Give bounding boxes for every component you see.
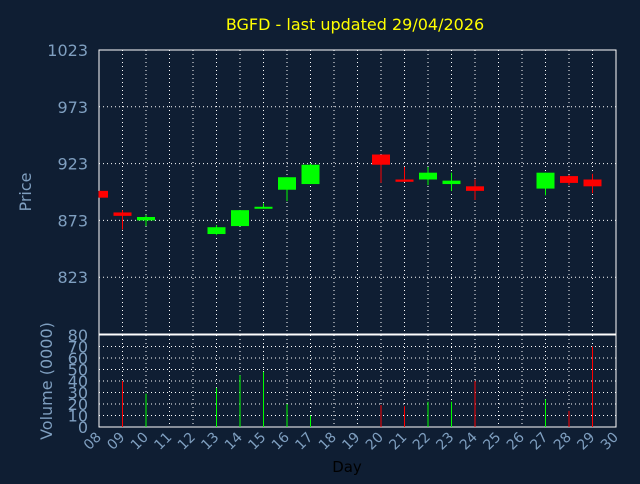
x-tick-label: 18 [316,430,340,454]
volume-tick-label: 10 [68,407,88,426]
x-tick-label: 29 [574,430,598,454]
x-tick-label: 21 [386,430,410,454]
price-panel: 1023 973 923 873 823 [47,41,617,335]
x-tick-label: 23 [433,430,457,454]
x-tick-label: 19 [339,430,363,454]
candle-body [113,212,132,216]
x-tick-label: 22 [410,430,434,454]
x-tick-label: 17 [292,430,316,454]
x-tick-label: 28 [551,430,575,454]
price-tick-label: 923 [57,155,88,174]
x-tick-label: 25 [480,430,504,454]
volume-tick-label: 80 [68,326,88,345]
price-tick-label: 873 [57,211,88,230]
volume-tick-label: 40 [68,372,88,391]
x-tick-label: 16 [269,429,293,453]
price-tick-label: 1023 [47,41,88,60]
x-tick-label: 12 [175,430,199,454]
x-tick-label: 20 [363,430,387,454]
x-tick-label: 10 [128,430,152,454]
candle-body [419,172,437,180]
volume-axis-label: Volume (0000) [37,322,56,440]
candle-body [278,177,296,190]
x-tick-label: 11 [151,430,175,454]
chart-title: BGFD - last updated 29/04/2026 [226,15,484,34]
candle-body [442,180,461,185]
volume-panel-frame [98,334,617,428]
x-tick-label: 24 [457,429,481,453]
price-tick-label: 973 [57,98,88,117]
candle-body [583,179,602,187]
candle-body [466,186,484,191]
candle-body [254,206,273,209]
x-tick-label: 09 [104,430,128,454]
x-tick-label: 13 [198,430,222,454]
candle-body [99,190,108,198]
price-tick-label: 823 [57,268,88,287]
candle-body [536,172,555,189]
price-axis-label: Price [16,172,35,211]
candle-body [395,179,414,182]
volume-tick-label: 20 [68,395,88,414]
price-panel-frame [98,49,617,335]
x-tick-label: 26 [504,429,528,453]
candle-body [372,154,390,165]
x-tick-label: 14 [222,429,246,453]
x-tick-label: 30 [598,430,622,454]
x-tick-label: 27 [527,430,551,454]
volume-tick-label: 30 [68,384,88,403]
candle-body [137,216,155,221]
volume-tick-label: 60 [68,349,88,368]
x-tick-label: 15 [245,430,269,454]
volume-tick-label: 70 [68,338,88,357]
x-axis: 08 09 10 11 12 13 14 15 16 17 18 19 20 21 22 23 24 25 26 27… [81,429,622,453]
candle-body [207,227,226,235]
candle-body [231,210,249,227]
candle-body [301,164,320,185]
candle-body [560,176,578,183]
x-axis-label: Day [332,458,362,476]
volume-tick-label: 0 [78,418,88,437]
volume-tick-label: 50 [68,361,88,380]
